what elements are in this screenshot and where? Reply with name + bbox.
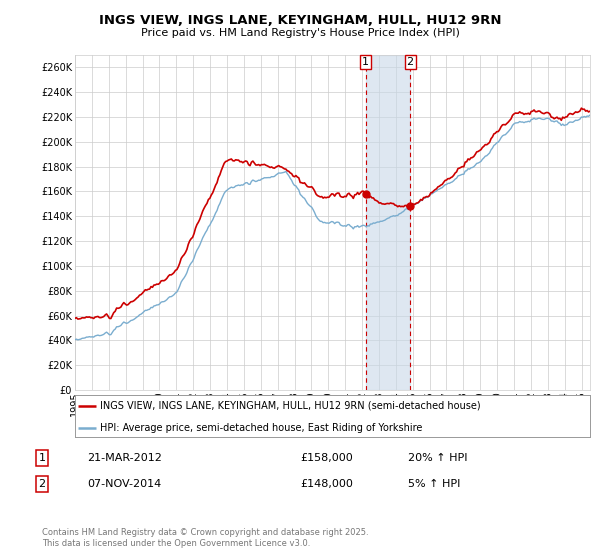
Text: 07-NOV-2014: 07-NOV-2014 xyxy=(87,479,161,489)
Text: 2: 2 xyxy=(38,479,46,489)
Text: 21-MAR-2012: 21-MAR-2012 xyxy=(87,453,162,463)
Text: Contains HM Land Registry data © Crown copyright and database right 2025.
This d: Contains HM Land Registry data © Crown c… xyxy=(42,528,368,548)
Text: £148,000: £148,000 xyxy=(300,479,353,489)
Text: Price paid vs. HM Land Registry's House Price Index (HPI): Price paid vs. HM Land Registry's House … xyxy=(140,28,460,38)
Text: 1: 1 xyxy=(362,57,369,67)
Text: 5% ↑ HPI: 5% ↑ HPI xyxy=(408,479,460,489)
Text: 20% ↑ HPI: 20% ↑ HPI xyxy=(408,453,467,463)
Text: HPI: Average price, semi-detached house, East Riding of Yorkshire: HPI: Average price, semi-detached house,… xyxy=(100,423,422,433)
Text: INGS VIEW, INGS LANE, KEYINGHAM, HULL, HU12 9RN: INGS VIEW, INGS LANE, KEYINGHAM, HULL, H… xyxy=(99,14,501,27)
Bar xyxy=(366,55,410,390)
Text: INGS VIEW, INGS LANE, KEYINGHAM, HULL, HU12 9RN (semi-detached house): INGS VIEW, INGS LANE, KEYINGHAM, HULL, H… xyxy=(100,401,481,411)
Text: £158,000: £158,000 xyxy=(300,453,353,463)
Text: 1: 1 xyxy=(38,453,46,463)
Text: 2: 2 xyxy=(407,57,414,67)
